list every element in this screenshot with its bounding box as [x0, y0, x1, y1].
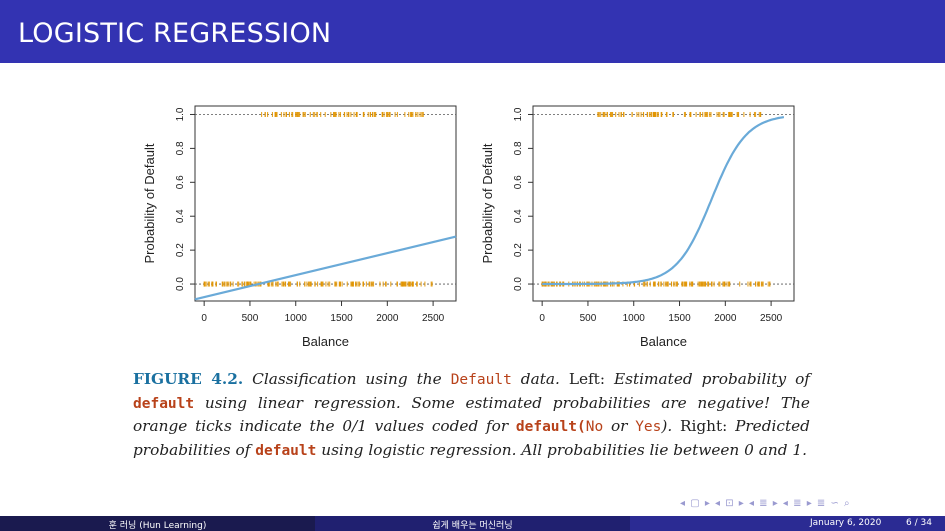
plot-frame: [194, 105, 457, 302]
caption-text: Classification using the: [252, 370, 442, 388]
x-tick-label: 0: [539, 313, 545, 324]
footer-author: 훈 러닝 (Hun Learning): [108, 521, 207, 531]
caption-code: Yes: [635, 419, 662, 435]
y-tick-label: 1.0: [513, 107, 524, 121]
x-tick-label: 0: [201, 313, 207, 324]
caption-code: No: [585, 419, 604, 435]
x-tick-label: 1500: [668, 313, 691, 324]
plot-frame: [532, 105, 795, 302]
x-tick-label: 1500: [330, 313, 353, 324]
x-tick-label: 500: [242, 313, 259, 324]
y-tick-label: 0.8: [175, 141, 186, 155]
y-tick-label: 0.6: [513, 175, 524, 189]
caption-text: Right:: [679, 417, 728, 435]
y-axis-label: Probability of Default: [480, 143, 495, 263]
series-line: [194, 235, 457, 301]
caption-code: default: [133, 395, 195, 412]
footer-author-section: 훈 러닝 (Hun Learning): [0, 516, 315, 531]
footer-date-section: January 6, 2020 6 / 34: [630, 516, 945, 531]
x-tick-label: 2500: [422, 313, 445, 324]
y-tick-label: 0.6: [175, 175, 186, 189]
slide-footer: 훈 러닝 (Hun Learning) 쉽게 배우는 머신러닝 January …: [0, 516, 945, 531]
series-line: [542, 116, 785, 286]
caption-code: default: [255, 442, 317, 459]
caption-text: ).: [661, 417, 673, 435]
y-tick-label: 0.8: [513, 141, 524, 155]
slide-header: LOGISTIC REGRESSION: [0, 0, 945, 63]
right-panel: 0 500 1000 1500 2000 2500 0.0 0.2 0.4 0.6 0.8 1.0 Ba…: [480, 105, 795, 349]
x-tick-label: 2000: [376, 313, 399, 324]
caption-code: default(: [515, 419, 586, 435]
y-tick-label: 0.0: [175, 277, 186, 291]
y-axis-label: Probability of Default: [142, 143, 157, 263]
caption-text: using logistic regression. All probabili…: [321, 440, 807, 459]
y-tick-label: 0.0: [513, 277, 524, 291]
y-tick-label: 0.4: [175, 209, 186, 223]
slide-title: LOGISTIC REGRESSION: [18, 18, 332, 49]
left-panel: 0 500 1000 1500 2000 2500 0.0 0.2 0.4 0.6 0.8 1.0 Ba…: [142, 105, 457, 349]
y-tick-label: 0.2: [175, 243, 186, 257]
caption-text: Predicted probabilities of: [133, 417, 810, 459]
y-tick-label: 0.4: [513, 209, 524, 223]
y-tick-label: 0.2: [513, 243, 524, 257]
x-tick-label: 500: [580, 313, 597, 324]
beamer-nav-icons[interactable]: ◂ ▢ ▸ ◂ ⊡ ▸ ◂ ≣ ▸ ◂ ≣ ▸ ≣ ∽ ⌕: [680, 498, 851, 509]
caption-text: Estimated probability of: [613, 370, 810, 388]
figure-caption: FIGURE 4.2. Classification using the Def…: [133, 368, 810, 462]
footer-title-section: 쉽게 배우는 머신러닝: [315, 516, 630, 531]
footer-page-number: 6 / 34: [906, 518, 932, 528]
x-tick-label: 2500: [760, 313, 783, 324]
x-tick-label: 1000: [623, 313, 646, 324]
caption-text: or: [610, 417, 628, 435]
x-tick-label: 2000: [714, 313, 737, 324]
figure-label: FIGURE 4.2.: [133, 370, 244, 388]
caption-text: using linear regression. Some estimated …: [133, 393, 810, 436]
x-axis-label: Balance: [302, 334, 349, 349]
caption-code: Default: [450, 372, 512, 388]
footer-title: 쉽게 배우는 머신러닝: [432, 521, 513, 531]
caption-text: data.: [520, 370, 560, 388]
footer-date: January 6, 2020: [810, 518, 882, 528]
caption-text: Left:: [568, 370, 605, 388]
x-axis-label: Balance: [640, 334, 687, 349]
y-tick-label: 1.0: [175, 107, 186, 121]
x-tick-label: 1000: [285, 313, 308, 324]
